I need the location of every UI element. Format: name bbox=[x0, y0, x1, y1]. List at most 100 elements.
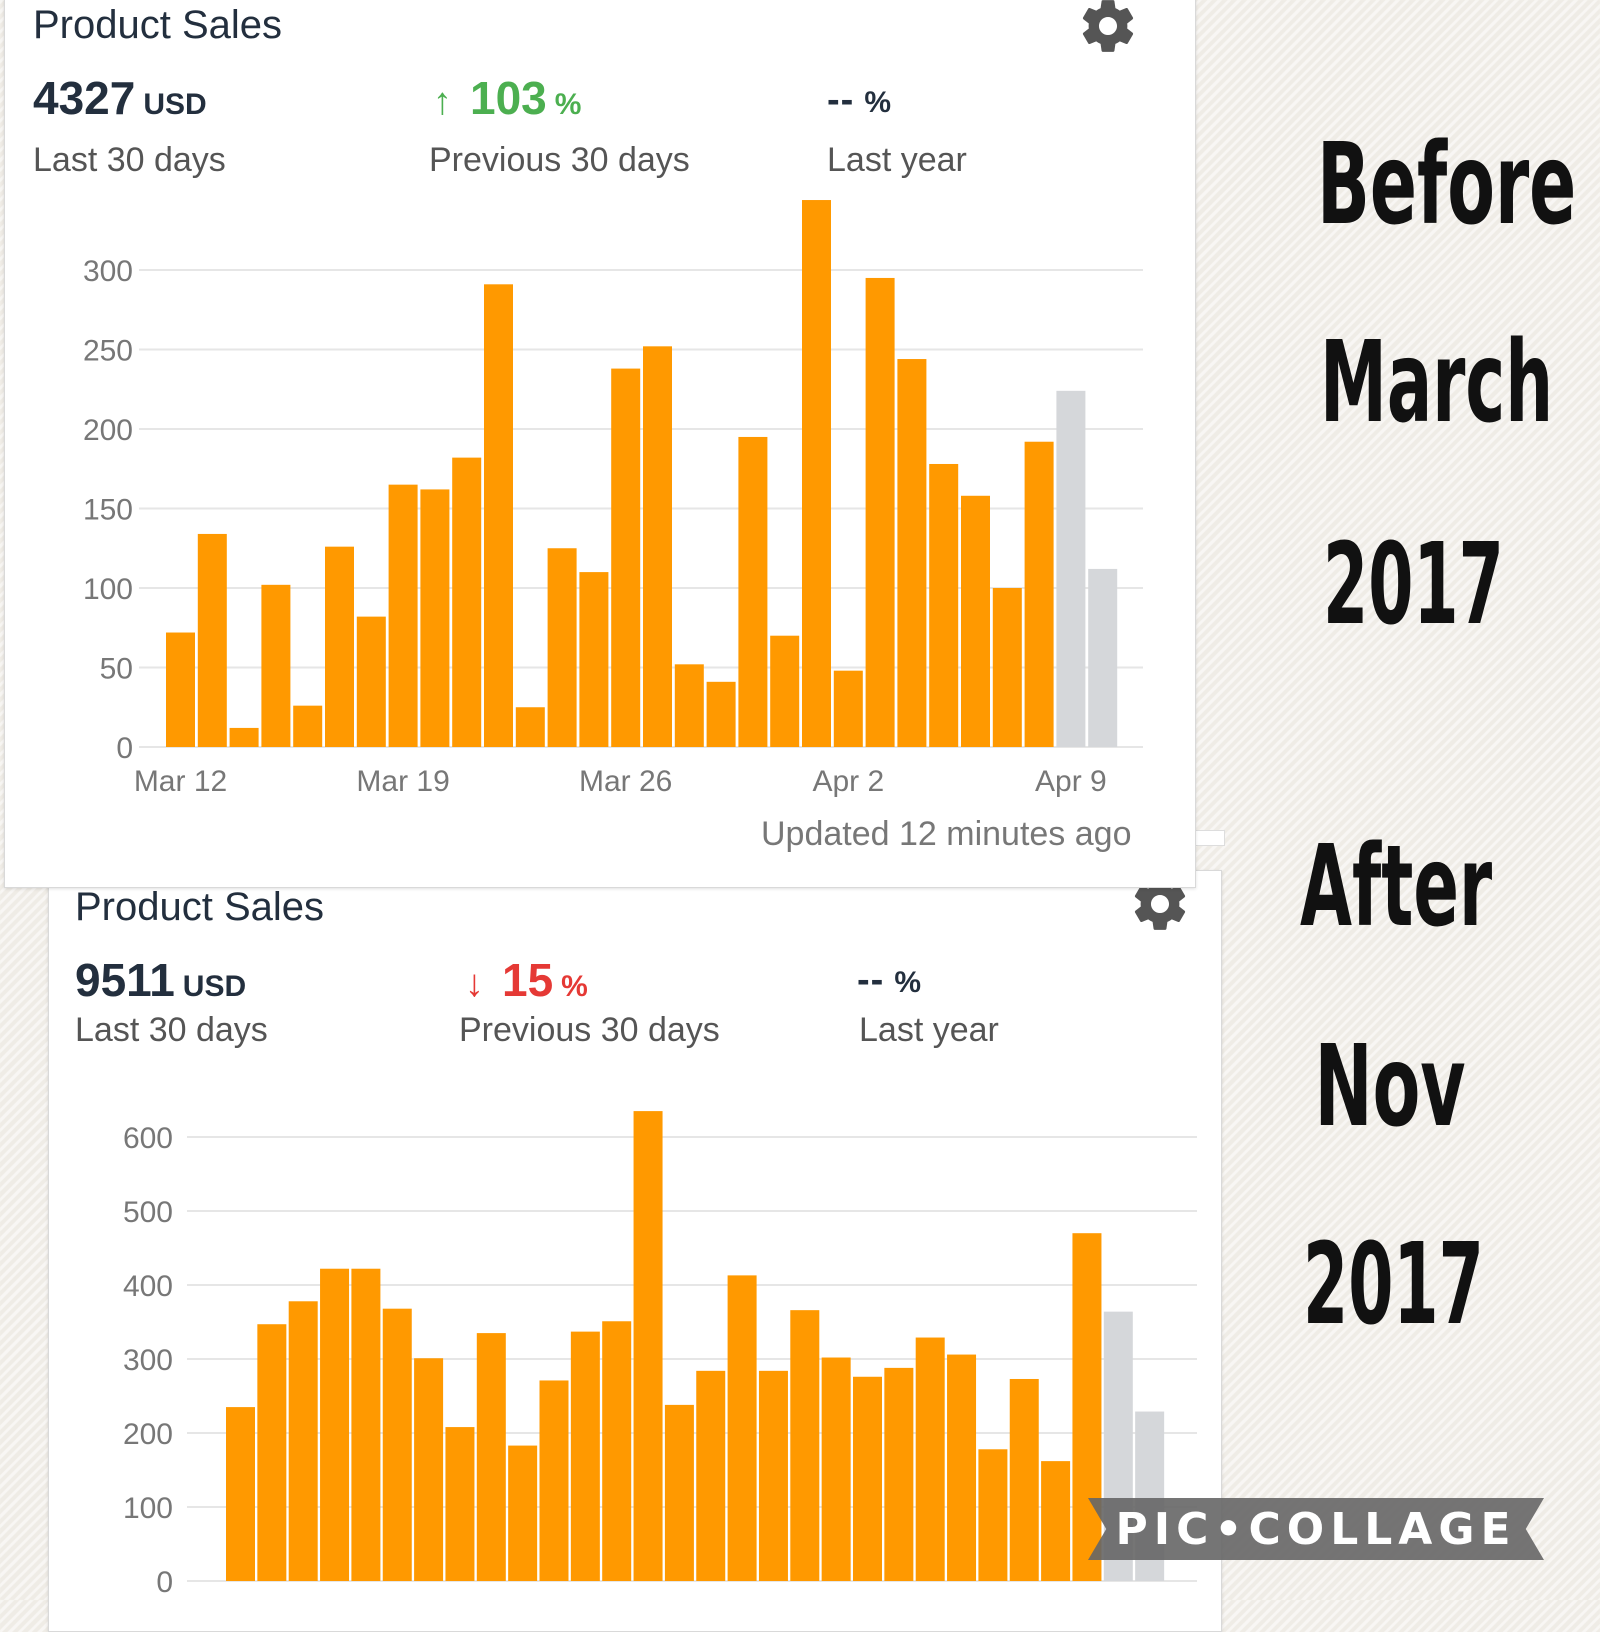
sales-bar bbox=[664, 1404, 694, 1581]
sales-bar bbox=[515, 707, 545, 747]
x-tick-label: Apr 9 bbox=[1035, 765, 1107, 798]
arrow-up-icon: ↑ bbox=[433, 81, 452, 123]
sales-bar bbox=[802, 200, 831, 748]
sales-bar bbox=[288, 1301, 318, 1581]
total-unit: USD bbox=[182, 970, 247, 1003]
sales-bar bbox=[978, 1449, 1008, 1581]
sales-bar bbox=[611, 368, 641, 747]
watermark-text: PIC•COLLAGE bbox=[1115, 1504, 1517, 1555]
after-label-line1: After bbox=[1300, 822, 1493, 952]
sales-bar bbox=[570, 1331, 600, 1581]
card-title: Product Sales bbox=[33, 3, 283, 47]
sales-bar bbox=[929, 463, 959, 747]
sales-bar bbox=[770, 635, 800, 747]
last-year-value: -- bbox=[857, 959, 885, 1001]
last-year-metric: --% bbox=[827, 79, 891, 122]
total-label: Last 30 days bbox=[33, 141, 226, 179]
sales-bar bbox=[226, 1407, 255, 1581]
sales-bar bbox=[356, 616, 386, 747]
y-tick-label: 400 bbox=[123, 1270, 173, 1303]
change-metric: ↓ 15% bbox=[465, 953, 588, 1007]
sales-bar bbox=[414, 1358, 444, 1581]
sales-bar bbox=[445, 1427, 475, 1581]
y-tick-label: 100 bbox=[123, 1492, 173, 1525]
x-tick-label: Mar 26 bbox=[579, 765, 672, 798]
gear-icon[interactable] bbox=[1129, 873, 1191, 935]
sales-bar bbox=[229, 727, 259, 747]
total-sales: 4327 USD bbox=[33, 71, 207, 125]
sales-bar bbox=[961, 495, 990, 747]
projected-bar bbox=[1088, 568, 1118, 747]
sales-bar bbox=[790, 1310, 820, 1581]
sales-bar bbox=[992, 588, 1022, 747]
sales-bar bbox=[293, 705, 323, 747]
total-label: Last 30 days bbox=[75, 1011, 268, 1049]
x-tick-label: Apr 2 bbox=[812, 765, 884, 798]
after-label-line3: 2017 bbox=[1303, 1220, 1484, 1350]
x-tick-label: Mar 19 bbox=[356, 765, 449, 798]
sales-bar bbox=[727, 1275, 757, 1581]
sales-bar bbox=[382, 1308, 412, 1581]
total-value: 9511 bbox=[75, 954, 175, 1006]
sales-bar bbox=[738, 436, 768, 747]
sales-bar bbox=[579, 572, 609, 747]
sales-bar bbox=[897, 359, 927, 747]
y-tick-label: 500 bbox=[123, 1196, 173, 1229]
watermark: PIC•COLLAGE bbox=[1088, 1498, 1544, 1560]
before-label-line2: March bbox=[1320, 318, 1554, 448]
before-label-line3: 2017 bbox=[1323, 520, 1504, 650]
sales-bar bbox=[865, 277, 895, 747]
sales-bar bbox=[539, 1380, 569, 1581]
bar-chart-before: 0 50 100 150 200 250 300 Mar 12 Mar 19 Mar 26 Apr … bbox=[83, 200, 1143, 798]
projected-bar bbox=[1056, 390, 1086, 747]
sales-bar bbox=[420, 489, 450, 747]
sales-bar bbox=[633, 1111, 663, 1581]
change-label: Previous 30 days bbox=[459, 1011, 720, 1049]
sales-card-before: Product Sales 4327 USD Last 30 days ↑ 103%… bbox=[4, 0, 1196, 888]
sales-bar bbox=[833, 670, 863, 747]
change-label: Previous 30 days bbox=[429, 141, 690, 179]
y-tick-label: 150 bbox=[83, 494, 133, 527]
sales-bar bbox=[351, 1268, 381, 1581]
sales-bar bbox=[547, 548, 577, 747]
bar-chart-after: 0 100 200 300 400 500 600 bbox=[123, 1111, 1197, 1599]
y-tick-label: 0 bbox=[156, 1566, 173, 1599]
sales-bar bbox=[696, 1370, 726, 1581]
change-metric: ↑ 103% bbox=[433, 71, 581, 125]
sales-bar bbox=[452, 457, 482, 747]
updated-text: Updated 12 minutes ago bbox=[761, 815, 1132, 853]
last-year-unit: % bbox=[894, 966, 921, 999]
sales-bar bbox=[508, 1445, 538, 1581]
y-tick-label: 300 bbox=[83, 255, 133, 288]
y-tick-label: 200 bbox=[83, 414, 133, 447]
y-tick-label: 50 bbox=[100, 653, 133, 686]
sales-bar bbox=[853, 1376, 882, 1581]
last-year-metric: --% bbox=[857, 959, 921, 1002]
sales-bar bbox=[320, 1268, 350, 1581]
card-tab bbox=[1195, 830, 1225, 846]
gear-icon[interactable] bbox=[1077, 0, 1139, 57]
sales-bar bbox=[257, 1324, 287, 1581]
sales-bar bbox=[388, 484, 418, 747]
sales-bar bbox=[947, 1354, 977, 1581]
total-sales: 9511 USD bbox=[75, 953, 246, 1007]
sales-bar bbox=[166, 632, 195, 747]
sales-bar bbox=[915, 1337, 945, 1581]
sales-bar bbox=[643, 346, 672, 747]
change-unit: % bbox=[561, 970, 588, 1003]
sales-bar bbox=[821, 1357, 851, 1581]
y-tick-label: 200 bbox=[123, 1418, 173, 1451]
sales-bar bbox=[1024, 441, 1054, 747]
after-label-line2: Nov bbox=[1314, 1022, 1466, 1152]
change-value: 103 bbox=[470, 72, 547, 124]
sales-bar bbox=[674, 664, 704, 747]
last-year-label: Last year bbox=[827, 141, 967, 179]
sales-bar bbox=[197, 533, 227, 747]
y-tick-label: 250 bbox=[83, 335, 133, 368]
x-tick-label: Mar 12 bbox=[134, 765, 227, 798]
y-tick-label: 300 bbox=[123, 1344, 173, 1377]
sales-bar bbox=[476, 1333, 506, 1581]
sales-bar bbox=[261, 584, 291, 747]
sales-bar bbox=[884, 1367, 914, 1581]
sales-bar bbox=[325, 546, 354, 747]
